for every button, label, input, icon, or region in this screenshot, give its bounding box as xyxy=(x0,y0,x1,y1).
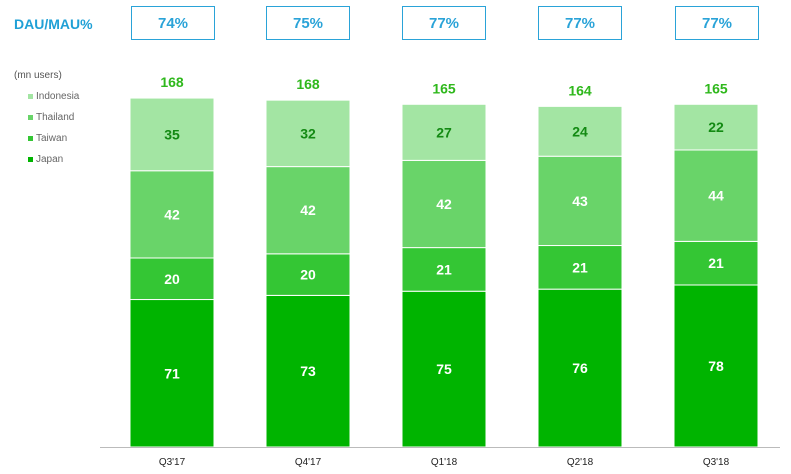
data-label-japan-q3-17: 71 xyxy=(164,365,180,381)
data-label-indonesia-q2-18: 24 xyxy=(572,123,588,139)
legend-swatch-japan xyxy=(28,157,33,162)
x-tick-label-q3-17: Q3'17 xyxy=(159,457,186,468)
legend-item-thailand: Thailand xyxy=(28,112,74,123)
data-label-japan-q1-18: 75 xyxy=(436,361,452,377)
data-label-thailand-q4-17: 42 xyxy=(300,202,316,218)
data-label-taiwan-q1-18: 21 xyxy=(436,261,452,277)
legend-swatch-thailand xyxy=(28,115,33,120)
total-label-q1-18: 165 xyxy=(432,80,456,96)
dau-mau-box-q3-17: 74% xyxy=(131,6,215,40)
bar-segment-japan-q3-17 xyxy=(129,299,215,448)
data-label-japan-q3-18: 78 xyxy=(708,358,724,374)
x-tick-label-q1-18: Q1'18 xyxy=(431,457,458,468)
dau-mau-box-q1-18: 77% xyxy=(402,6,486,40)
legend-item-indonesia: Indonesia xyxy=(28,91,79,102)
data-label-japan-q4-17: 73 xyxy=(300,363,316,379)
data-label-taiwan-q2-18: 21 xyxy=(572,259,588,275)
bar-segment-thailand-q2-18 xyxy=(537,155,623,247)
dau-mau-box-q2-18: 77% xyxy=(538,6,622,40)
data-label-indonesia-q3-17: 35 xyxy=(164,126,180,142)
bar-segment-japan-q3-18 xyxy=(673,284,759,448)
bar-segment-indonesia-q1-18 xyxy=(401,103,487,161)
bar-segment-taiwan-q1-18 xyxy=(401,247,487,292)
bar-segment-thailand-q3-18 xyxy=(673,149,759,242)
legend-item-taiwan: Taiwan xyxy=(28,133,67,144)
legend-swatch-taiwan xyxy=(28,136,33,141)
data-label-thailand-q3-17: 42 xyxy=(164,206,180,222)
x-tick-label-q4-17: Q4'17 xyxy=(295,457,322,468)
bar-segment-taiwan-q2-18 xyxy=(537,245,623,290)
dau-mau-box-q4-17: 75% xyxy=(266,6,350,40)
total-label-q2-18: 164 xyxy=(568,82,592,98)
total-label-q4-17: 168 xyxy=(296,76,320,92)
data-label-taiwan-q3-17: 20 xyxy=(164,271,180,287)
data-label-indonesia-q1-18: 27 xyxy=(436,124,452,140)
bar-segment-indonesia-q3-17 xyxy=(129,97,215,172)
dau-mau-box-q3-18: 77% xyxy=(675,6,759,40)
bar-segment-japan-q4-17 xyxy=(265,294,351,448)
legend-label-thailand: Thailand xyxy=(36,112,75,123)
unit-label: (mn users) xyxy=(14,70,62,81)
bar-segment-thailand-q4-17 xyxy=(265,166,351,255)
data-label-indonesia-q3-18: 22 xyxy=(708,119,724,135)
bar-segment-thailand-q1-18 xyxy=(401,159,487,249)
x-tick-label-q2-18: Q2'18 xyxy=(567,457,594,468)
data-label-thailand-q3-18: 44 xyxy=(708,188,724,204)
total-label-q3-17: 168 xyxy=(160,74,184,90)
data-label-thailand-q1-18: 42 xyxy=(436,196,452,212)
legend-swatch-indonesia xyxy=(28,94,33,99)
bar-segment-thailand-q3-17 xyxy=(129,170,215,259)
bar-segment-japan-q2-18 xyxy=(537,288,623,448)
data-label-taiwan-q4-17: 20 xyxy=(300,267,316,283)
x-tick-label-q3-18: Q3'18 xyxy=(703,457,730,468)
data-label-indonesia-q4-17: 32 xyxy=(300,125,316,141)
dau-mau-label: DAU/MAU% xyxy=(14,16,93,32)
bar-segment-indonesia-q2-18 xyxy=(537,105,623,157)
bar-segment-indonesia-q3-18 xyxy=(673,103,759,151)
data-label-taiwan-q3-18: 21 xyxy=(708,255,724,271)
total-label-q3-18: 165 xyxy=(704,80,728,96)
legend-label-taiwan: Taiwan xyxy=(36,133,68,144)
legend-label-indonesia: Indonesia xyxy=(36,91,80,102)
bar-segment-taiwan-q3-17 xyxy=(129,257,215,301)
bar-segment-japan-q1-18 xyxy=(401,290,487,448)
data-label-japan-q2-18: 76 xyxy=(572,360,588,376)
bar-segment-taiwan-q3-18 xyxy=(673,240,759,286)
bar-segment-indonesia-q4-17 xyxy=(265,99,351,168)
legend-label-japan: Japan xyxy=(36,154,64,165)
data-label-thailand-q2-18: 43 xyxy=(572,193,588,209)
legend-item-japan: Japan xyxy=(28,154,63,165)
